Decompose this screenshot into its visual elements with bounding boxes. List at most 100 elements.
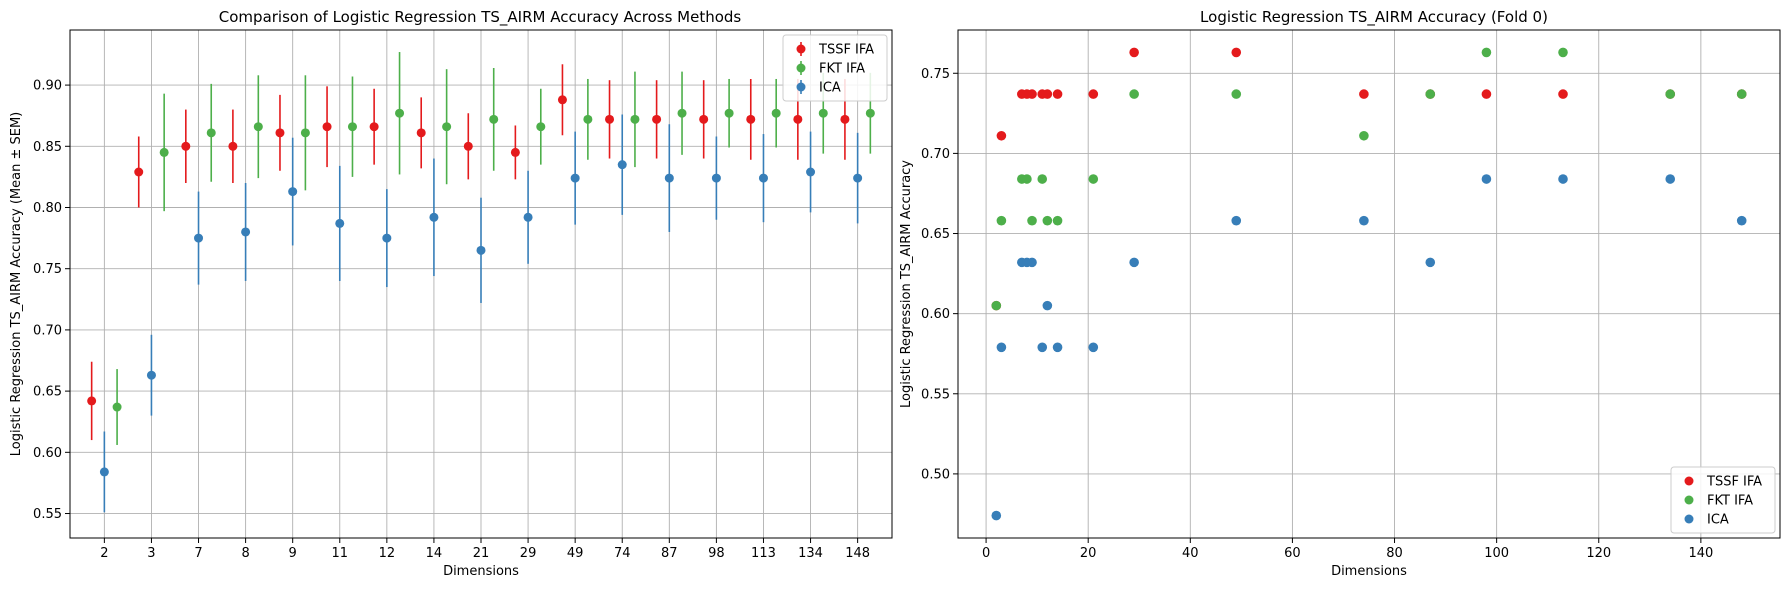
data-point [853, 173, 863, 183]
data-point [1088, 342, 1099, 353]
data-point [382, 233, 392, 243]
data-point [463, 141, 473, 151]
y-tick-label: 0.60 [921, 307, 950, 322]
y-tick-labels: 0.55 0.60 0.65 0.70 0.75 0.80 0.85 0.90 [33, 79, 70, 522]
data-point [664, 173, 674, 183]
data-point [1037, 174, 1048, 184]
x-tick-label: 113 [751, 546, 776, 561]
data-point [1022, 174, 1032, 184]
data-point [1027, 215, 1037, 226]
data-point [793, 114, 803, 124]
data-point [1359, 215, 1369, 226]
x-tick-label: 14 [426, 546, 443, 561]
data-point [840, 114, 850, 124]
y-tick-label: 0.70 [921, 147, 950, 162]
legend: TSSF IFA FKT IFA ICA [782, 34, 888, 102]
data-point [1088, 174, 1099, 184]
data-point [996, 215, 1007, 226]
data-point [724, 108, 734, 118]
data-marks [87, 52, 875, 513]
legend-marker [796, 63, 806, 73]
y-tick-labels: 0.50 0.55 0.60 0.65 0.70 0.75 [921, 67, 958, 482]
data-point [583, 114, 593, 124]
scatter-chart: Logistic Regression TS_AIRM Accuracy (Fo… [899, 8, 1781, 579]
data-point [1052, 342, 1063, 353]
data-point [1037, 342, 1048, 353]
data-point [322, 122, 332, 132]
data-point [134, 167, 144, 177]
data-point [1481, 89, 1492, 99]
data-point [1736, 215, 1747, 226]
data-point [1359, 130, 1369, 141]
data-point [159, 147, 169, 157]
x-axis-label: Dimensions [443, 564, 519, 579]
data-point [1558, 174, 1568, 184]
data-point [1042, 300, 1053, 311]
data-point [699, 114, 709, 124]
data-point [536, 122, 546, 132]
data-point [489, 114, 499, 124]
legend-marker [1684, 476, 1694, 486]
data-point [442, 122, 452, 132]
data-point [605, 114, 615, 124]
x-tick-labels: 2 3 7 8 9 11 12 14 21 29 49 74 87 98 113 134 148 [100, 538, 870, 561]
x-tick-label: 7 [194, 546, 202, 561]
x-tick-label: 3 [147, 546, 155, 561]
x-tick-label: 98 [708, 546, 725, 561]
data-point [991, 510, 1002, 521]
data-point [241, 227, 251, 237]
y-tick-label: 0.90 [33, 79, 62, 94]
grid-lines [958, 30, 1780, 538]
data-point [652, 114, 662, 124]
data-point [228, 141, 238, 151]
y-tick-label: 0.85 [33, 140, 62, 155]
grid-lines [70, 30, 892, 538]
x-tick-label: 148 [845, 546, 870, 561]
legend-label: TSSF IFA [818, 43, 874, 58]
x-tick-label: 140 [1688, 546, 1713, 561]
data-point [818, 108, 828, 118]
x-tick-label: 80 [1386, 546, 1403, 561]
data-point [996, 130, 1007, 141]
legend-box [782, 34, 888, 102]
data-point [1129, 47, 1139, 58]
data-point [711, 173, 721, 183]
x-tick-label: 11 [331, 546, 348, 561]
data-point [112, 402, 122, 412]
data-point [1231, 215, 1242, 226]
data-point [429, 212, 439, 222]
data-point [1042, 215, 1053, 226]
data-point [570, 173, 580, 183]
x-axis-label: Dimensions [1331, 564, 1407, 579]
data-point [275, 128, 285, 138]
data-point [99, 467, 109, 477]
x-tick-label: 49 [567, 546, 584, 561]
data-point [865, 108, 875, 118]
y-tick-label: 0.65 [33, 385, 62, 400]
data-point [1558, 47, 1568, 58]
x-tick-label: 87 [661, 546, 678, 561]
x-tick-label: 2 [100, 546, 108, 561]
data-point [206, 128, 216, 138]
y-axis-label: Logistic Regression TS_AIRM Accuracy (Me… [9, 112, 24, 457]
plot-frame [957, 29, 1781, 539]
data-point [771, 108, 781, 118]
data-point [617, 160, 627, 170]
data-point [1088, 89, 1099, 99]
y-tick-label: 0.65 [921, 227, 950, 242]
x-tick-label: 134 [798, 546, 823, 561]
y-tick-label: 0.75 [33, 262, 62, 277]
data-point [1359, 89, 1369, 99]
y-tick-label: 0.80 [33, 201, 62, 216]
x-tick-label: 29 [520, 546, 537, 561]
y-tick-label: 0.55 [921, 387, 950, 402]
data-point [677, 108, 687, 118]
data-point [523, 212, 533, 222]
legend-marker [796, 44, 806, 54]
data-point [347, 122, 357, 132]
legend-label: FKT IFA [819, 62, 865, 77]
data-point [1481, 174, 1492, 184]
x-tick-label: 120 [1586, 546, 1611, 561]
